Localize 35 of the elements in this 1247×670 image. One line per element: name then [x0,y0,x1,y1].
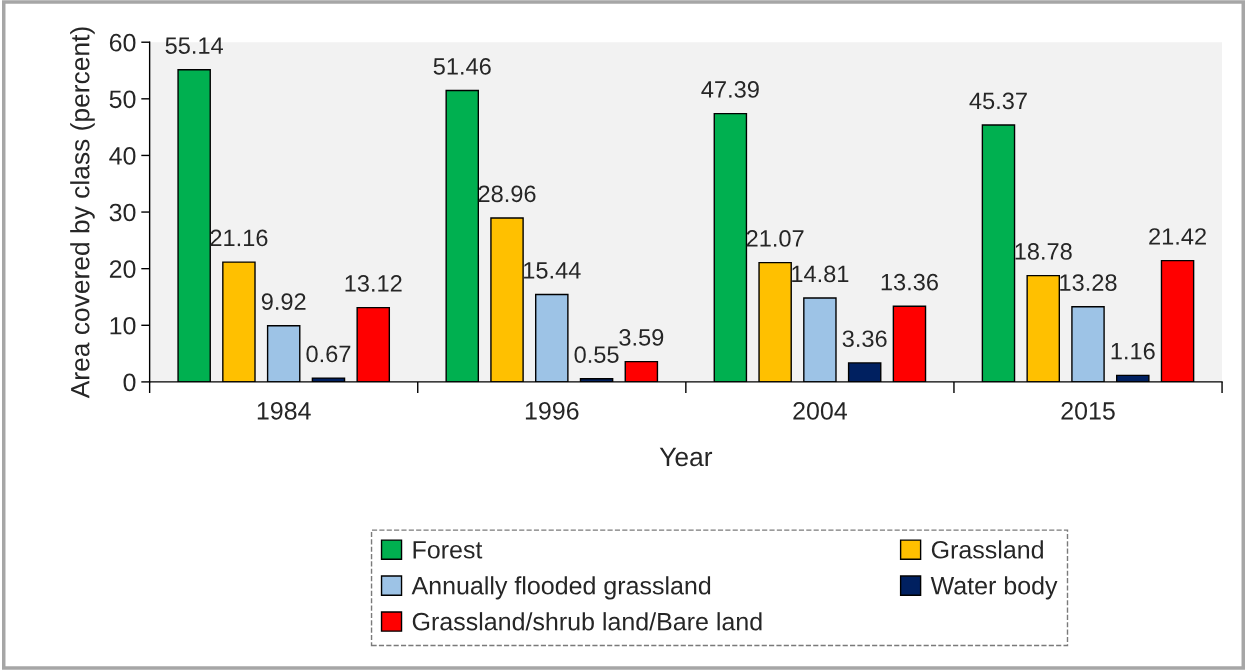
x-tick-label: 2015 [1061,402,1115,420]
data-label: 1.16 [1111,342,1155,360]
legend-label: Annually flooded grassland [411,576,711,600]
x-tick-label: 1996 [525,402,579,420]
data-label: 3.36 [842,330,887,348]
y-axis-title: Area covered by class (percent) [70,27,95,399]
data-label: 13.36 [881,273,938,291]
data-label: 15.44 [524,262,581,279]
data-label: 45.37 [969,92,1027,110]
data-label: 0.67 [306,345,351,363]
legend-label: Grassland [931,540,1043,559]
y-tick-label: 40 [109,147,136,165]
data-label: 13.12 [345,275,402,292]
data-label: 51.46 [433,58,491,75]
x-tick-label: 1984 [257,402,311,420]
legend-label: Grassland/shrub land/Bare land [412,612,762,631]
y-tick-label: 30 [109,203,136,222]
data-label: 55.14 [165,37,223,54]
data-label: 0.55 [574,346,619,364]
x-tick-label: 2004 [793,402,847,420]
data-label: 9.92 [261,293,306,310]
y-tick-label: 0 [123,373,136,392]
y-tick-label: 50 [109,90,136,109]
x-axis-title: Year [659,447,713,467]
y-tick-label: 10 [110,316,136,335]
legend-label: Water body [930,576,1058,600]
legend-label: Forest [413,541,483,559]
y-tick-label: 20 [109,260,136,278]
data-label: 13.28 [1060,274,1117,291]
data-label: 14.81 [792,265,849,283]
data-label: 47.39 [701,81,759,98]
y-tick-label: 60 [109,33,136,52]
data-label: 21.42 [1149,228,1206,245]
data-label: 3.59 [619,329,664,346]
data-label: 18.78 [1015,243,1072,260]
